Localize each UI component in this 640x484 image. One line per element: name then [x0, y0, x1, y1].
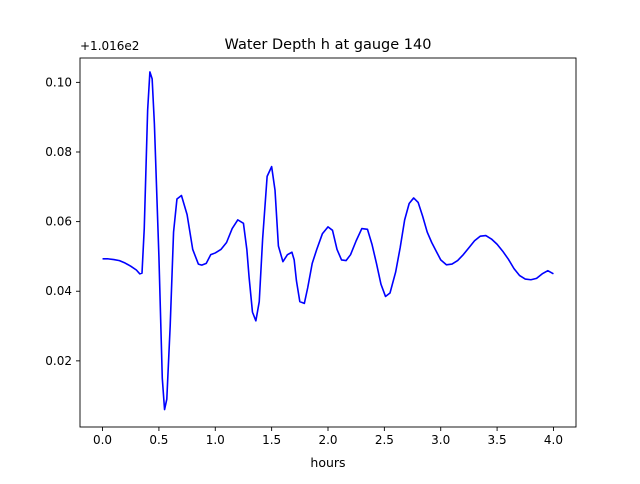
y-tick-label: 0.06	[45, 215, 72, 229]
x-tick-label: 2.0	[318, 433, 337, 447]
x-axis-label: hours	[310, 455, 345, 470]
y-axis: 0.02 0.04 0.06 0.08 0.10	[45, 75, 80, 368]
x-tick-label: 4.0	[544, 433, 563, 447]
x-tick-label: 3.5	[488, 433, 507, 447]
y-tick-label: 0.04	[45, 284, 72, 298]
chart-title: Water Depth h at gauge 140	[225, 37, 432, 53]
x-axis: 0.0 0.5 1.0 1.5 2.0 2.5 3.0 3.5 4.0	[93, 427, 563, 447]
y-tick-label: 0.02	[45, 354, 72, 368]
y-tick-label: 0.08	[45, 145, 72, 159]
plot-area	[79, 57, 577, 428]
y-tick-label: 0.10	[45, 75, 72, 89]
x-tick-label: 2.5	[375, 433, 394, 447]
y-offset-label: +1.016e2	[80, 39, 139, 53]
x-tick-label: 1.0	[206, 433, 225, 447]
x-tick-label: 0.0	[93, 433, 112, 447]
x-tick-label: 3.0	[431, 433, 450, 447]
x-tick-label: 0.5	[149, 433, 168, 447]
series-line-0	[102, 71, 554, 411]
x-tick-label: 1.5	[262, 433, 281, 447]
